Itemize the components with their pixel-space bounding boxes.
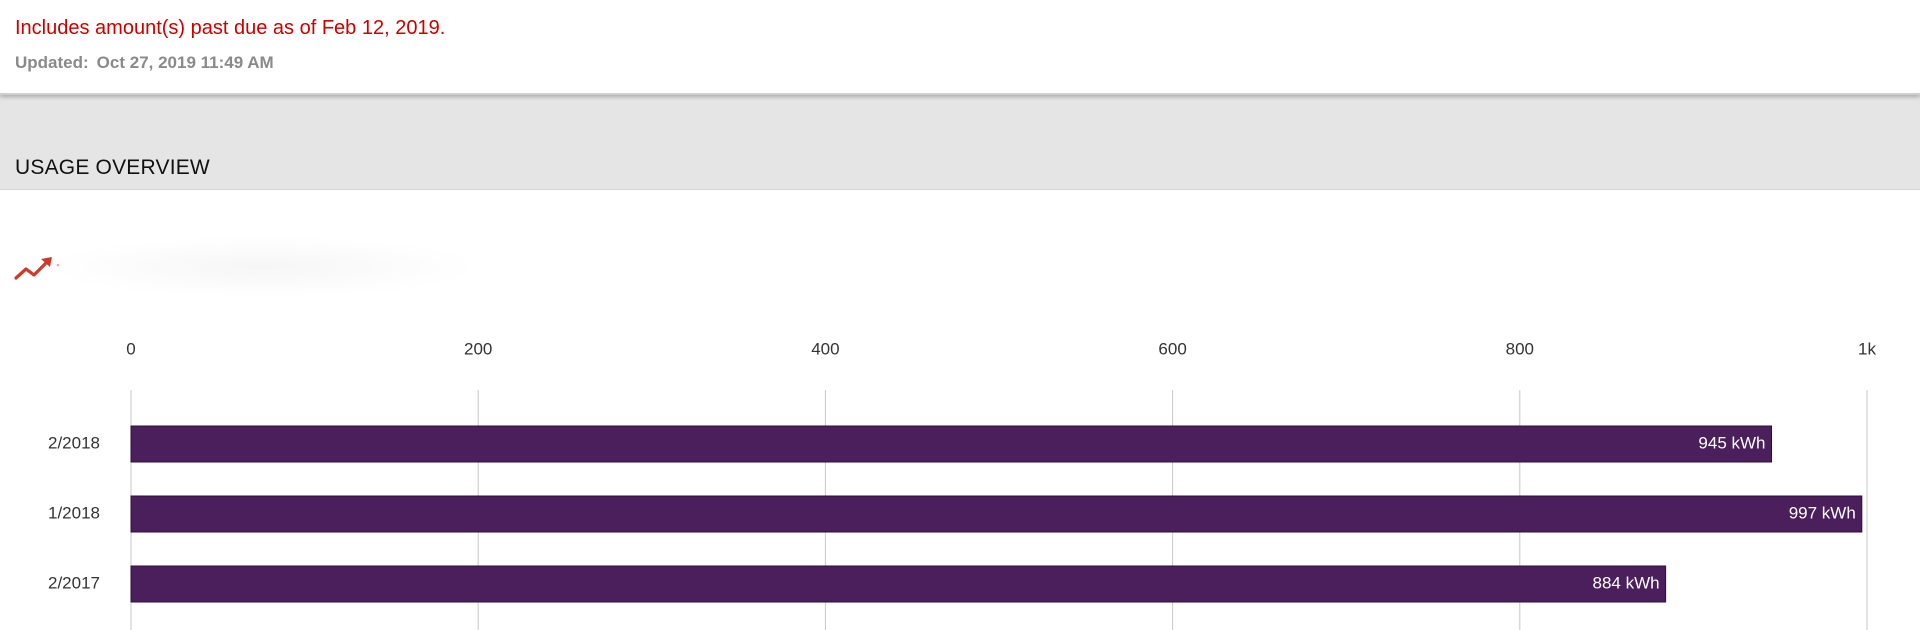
category-label: 2/2018 bbox=[48, 433, 100, 452]
x-tick-label: 0 bbox=[126, 339, 135, 358]
bar-value-label: 997 kWh bbox=[1789, 503, 1856, 522]
updated-label: Updated: bbox=[15, 53, 89, 72]
bar bbox=[130, 495, 1863, 533]
blurred-caption bbox=[58, 238, 468, 296]
updated-value: Oct 27, 2019 11:49 AM bbox=[96, 53, 274, 72]
x-tick-label: 800 bbox=[1506, 339, 1534, 358]
bar-value-label: 945 kWh bbox=[1698, 433, 1765, 452]
bar bbox=[130, 425, 1773, 463]
section-header-band bbox=[0, 105, 1920, 187]
updated-timestamp: Updated: Oct 27, 2019 11:49 AM bbox=[15, 53, 274, 73]
x-tick-label: 600 bbox=[1158, 339, 1186, 358]
x-tick-label: 200 bbox=[464, 339, 492, 358]
trending-up-icon bbox=[14, 257, 60, 280]
bar-value-label: 884 kWh bbox=[1593, 573, 1660, 592]
category-label: 1/2018 bbox=[48, 503, 100, 522]
usage-bar-chart: 0 200 400 600 800 1k 2/2018 945 kWh 1/2018 997 kW… bbox=[48, 339, 1876, 630]
past-due-notice-card: Includes amount(s) past due as of Feb 12… bbox=[0, 0, 1920, 95]
x-tick-label: 1k bbox=[1858, 339, 1876, 358]
usage-overview-title: USAGE OVERVIEW bbox=[15, 156, 210, 179]
bar bbox=[130, 565, 1667, 603]
category-label: 2/2017 bbox=[48, 573, 100, 592]
x-tick-label: 400 bbox=[811, 339, 839, 358]
past-due-message: Includes amount(s) past due as of Feb 12… bbox=[15, 17, 446, 39]
